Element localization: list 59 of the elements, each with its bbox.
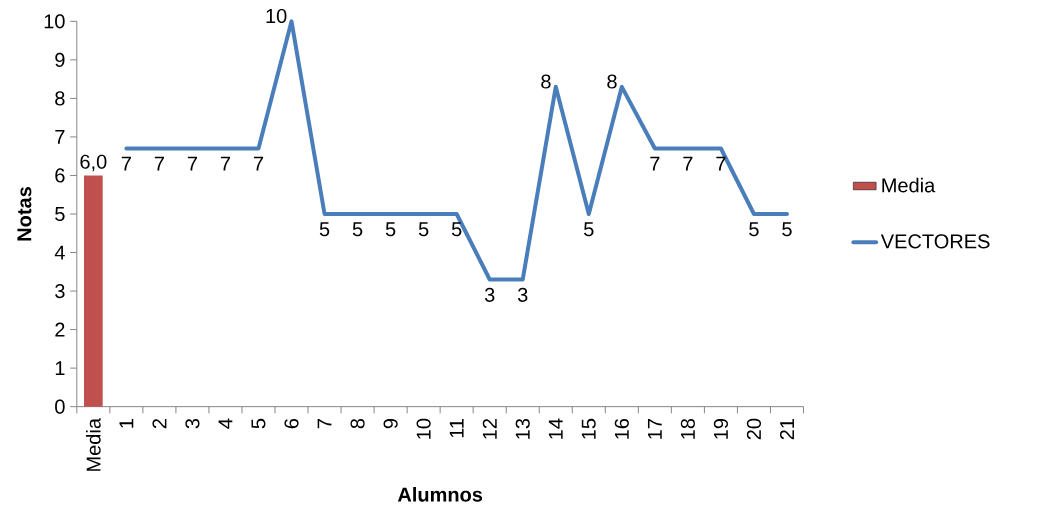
x-tick-label: 3 xyxy=(185,418,200,429)
x-tick-label: 9 xyxy=(383,418,398,429)
y-tick-label: 6 xyxy=(55,168,65,183)
x-tick-label: 13 xyxy=(515,418,530,439)
data-label: 8 xyxy=(541,74,551,89)
y-tick-label: 8 xyxy=(55,91,65,106)
x-tick-label: 8 xyxy=(350,418,365,429)
data-label: 7 xyxy=(121,156,131,171)
x-tick-label: 18 xyxy=(680,418,695,439)
x-tick-label: 20 xyxy=(746,418,762,440)
y-tick-label: 4 xyxy=(54,245,65,260)
data-label: 3 xyxy=(484,287,495,302)
data-label: 7 xyxy=(683,156,693,171)
data-label: 6,0 xyxy=(80,154,107,172)
data-label: 8 xyxy=(607,74,617,89)
data-label: 5 xyxy=(749,222,759,237)
data-label: 7 xyxy=(187,156,197,171)
x-tick-label: 19 xyxy=(713,419,728,439)
x-tick-label: 16 xyxy=(614,418,629,439)
x-tick-label: 10 xyxy=(416,418,431,439)
y-tick-label: 1 xyxy=(55,361,65,375)
x-tick-label: 7 xyxy=(317,419,332,429)
x-tick-label: 14 xyxy=(548,418,563,439)
data-label: 5 xyxy=(451,222,462,237)
data-label: 5 xyxy=(319,222,330,237)
data-label: 10 xyxy=(266,8,287,24)
x-tick-label: 5 xyxy=(251,418,266,429)
data-label: 7 xyxy=(650,156,660,171)
y-tick-label: 0 xyxy=(55,399,65,414)
y-tick-label: 9 xyxy=(55,52,65,67)
y-tick-label: 2 xyxy=(55,322,65,337)
x-tick-label: Media xyxy=(86,418,101,471)
x-tick-label: 4 xyxy=(218,418,233,429)
x-tick-label: 15 xyxy=(581,418,596,439)
data-label: 5 xyxy=(782,222,792,237)
data-label: 3 xyxy=(517,287,528,302)
y-axis-title: Notas xyxy=(17,187,32,241)
data-label: 7 xyxy=(716,156,726,171)
x-tick-label: 6 xyxy=(284,418,299,429)
data-label: 7 xyxy=(154,156,164,171)
data-label: 5 xyxy=(352,222,363,237)
legend-label: Media xyxy=(882,177,936,193)
y-tick-label: 3 xyxy=(55,283,65,299)
data-label: 5 xyxy=(418,222,429,237)
x-tick-label: 17 xyxy=(647,419,662,439)
legend-label: VECTORES xyxy=(880,234,990,249)
data-label: 7 xyxy=(253,156,264,171)
x-tick-label: 12 xyxy=(482,419,497,439)
x-tick-label: 11 xyxy=(449,419,464,438)
x-tick-label: 2 xyxy=(152,419,167,429)
x-tick-label: 1 xyxy=(119,419,134,428)
data-label: 5 xyxy=(385,222,396,237)
data-label: 7 xyxy=(220,156,231,171)
y-tick-label: 7 xyxy=(55,130,65,144)
y-tick-label: 5 xyxy=(55,207,65,221)
data-label: 5 xyxy=(584,222,594,237)
x-tick-label: 21 xyxy=(779,419,794,440)
y-tick-label: 10 xyxy=(44,14,65,29)
x-axis-title: Alumnos xyxy=(397,486,483,502)
